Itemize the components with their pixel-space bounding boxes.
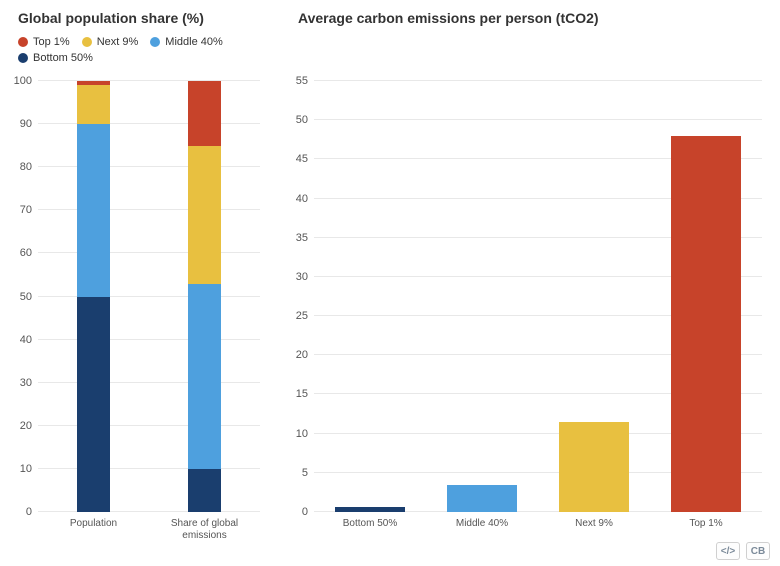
gridline xyxy=(38,252,260,253)
x-label: Top 1% xyxy=(650,512,762,530)
x-label: Next 9% xyxy=(538,512,650,530)
legend-item: Next 9% xyxy=(82,36,139,48)
bar-segment xyxy=(188,469,221,512)
y-tick-label: 10 xyxy=(296,428,314,440)
left-title: Global population share (%) xyxy=(0,0,280,26)
x-label: Share of global emissions xyxy=(149,512,260,542)
y-tick-label: 45 xyxy=(296,153,314,165)
stacked-bar xyxy=(77,81,110,512)
x-label: Population xyxy=(38,512,149,530)
brand-icon: CB xyxy=(746,542,770,560)
y-tick-label: 40 xyxy=(20,334,38,346)
x-label: Middle 40% xyxy=(426,512,538,530)
y-tick-label: 40 xyxy=(296,193,314,205)
legend-label: Next 9% xyxy=(97,36,139,48)
y-tick-label: 5 xyxy=(302,467,314,479)
y-tick-label: 10 xyxy=(20,463,38,475)
gridline xyxy=(38,382,260,383)
legend-swatch xyxy=(150,37,160,47)
bar xyxy=(447,485,516,512)
y-tick-label: 60 xyxy=(20,247,38,259)
gridline xyxy=(38,468,260,469)
legend-item: Middle 40% xyxy=(150,36,222,48)
y-tick-label: 50 xyxy=(296,114,314,126)
legend-label: Bottom 50% xyxy=(33,52,93,64)
bar xyxy=(671,136,740,512)
gridline xyxy=(38,339,260,340)
x-label: Bottom 50% xyxy=(314,512,426,530)
left-plot: 0102030405060708090100PopulationShare of… xyxy=(38,80,260,512)
bar-segment xyxy=(77,124,110,296)
y-tick-label: 100 xyxy=(14,75,38,87)
bar-segment xyxy=(188,146,221,284)
gridline xyxy=(38,425,260,426)
gridline xyxy=(38,80,260,81)
y-tick-label: 25 xyxy=(296,310,314,322)
embed-icon[interactable]: </> xyxy=(716,542,740,560)
y-tick-label: 70 xyxy=(20,204,38,216)
y-tick-label: 35 xyxy=(296,232,314,244)
y-tick-label: 0 xyxy=(26,506,38,518)
legend-label: Top 1% xyxy=(33,36,70,48)
y-tick-label: 80 xyxy=(20,161,38,173)
y-tick-label: 90 xyxy=(20,118,38,130)
bar xyxy=(559,422,628,512)
legend-label: Middle 40% xyxy=(165,36,222,48)
bar-segment xyxy=(77,297,110,513)
y-tick-label: 20 xyxy=(296,349,314,361)
right-panel: Average carbon emissions per person (tCO… xyxy=(280,0,780,566)
legend: Top 1% Next 9% Middle 40% Bottom 50% xyxy=(0,26,230,68)
stacked-bar xyxy=(188,81,221,512)
legend-item: Bottom 50% xyxy=(18,52,93,64)
right-plot: 0510152025303540455055Bottom 50%Middle 4… xyxy=(314,80,762,512)
y-tick-label: 55 xyxy=(296,75,314,87)
legend-swatch xyxy=(18,53,28,63)
legend-swatch xyxy=(82,37,92,47)
legend-item: Top 1% xyxy=(18,36,70,48)
y-tick-label: 30 xyxy=(296,271,314,283)
bar-segment xyxy=(188,284,221,469)
bar-segment xyxy=(188,81,221,146)
bar-segment xyxy=(77,81,110,85)
left-panel: Global population share (%) Top 1% Next 9… xyxy=(0,0,280,566)
y-tick-label: 30 xyxy=(20,377,38,389)
y-tick-label: 0 xyxy=(302,506,314,518)
right-title: Average carbon emissions per person (tCO… xyxy=(280,0,780,26)
y-tick-label: 20 xyxy=(20,420,38,432)
legend-swatch xyxy=(18,37,28,47)
gridline xyxy=(314,80,762,81)
bar-segment xyxy=(77,85,110,124)
gridline xyxy=(38,123,260,124)
y-tick-label: 15 xyxy=(296,388,314,400)
gridline xyxy=(38,209,260,210)
gridline xyxy=(38,166,260,167)
gridline xyxy=(38,296,260,297)
y-tick-label: 50 xyxy=(20,291,38,303)
gridline xyxy=(314,119,762,120)
footer-icons: </> CB xyxy=(716,542,770,560)
